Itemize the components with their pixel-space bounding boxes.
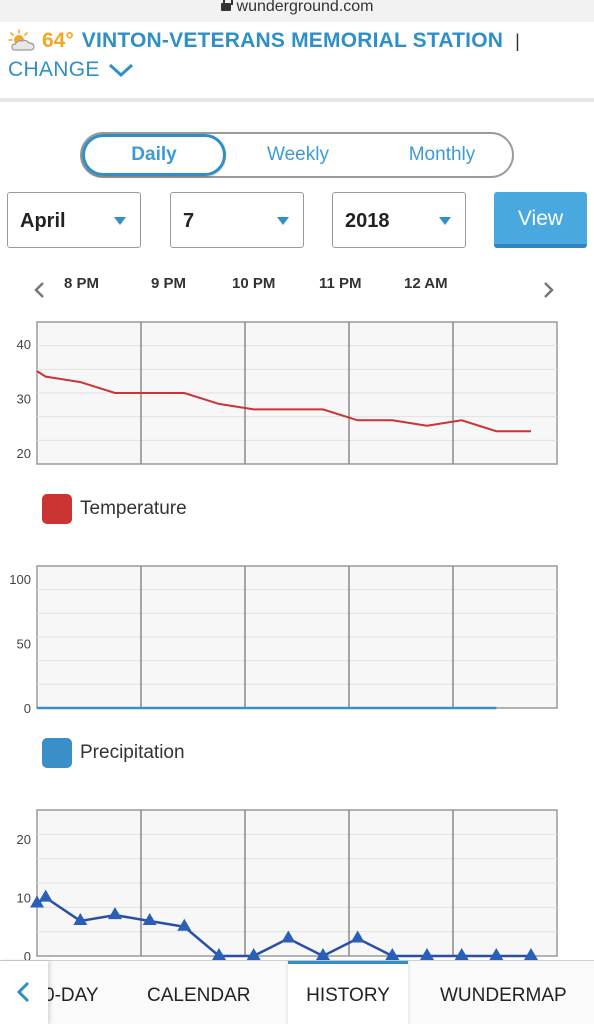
current-temperature: 64°	[42, 29, 74, 52]
chevron-left-icon[interactable]	[30, 278, 50, 302]
caret-down-icon	[277, 217, 289, 225]
chevron-right-icon[interactable]	[538, 278, 558, 302]
temperature-chart: 20 30 40	[17, 321, 558, 465]
time-label: 11 PM	[319, 275, 362, 292]
year-value: 2018	[345, 210, 390, 232]
wind-marker	[142, 912, 157, 925]
wind-marker	[38, 889, 53, 902]
wind-marker	[316, 948, 330, 960]
caret-down-icon	[114, 217, 126, 225]
station-header: 64° VINTON-VETERANS MEMORIAL STATION | C…	[0, 22, 594, 102]
tab-daily[interactable]: Daily	[82, 134, 226, 176]
y-tick-label: 20	[17, 446, 31, 461]
time-label: 10 PM	[232, 275, 276, 292]
y-tick-label: 0	[24, 701, 31, 714]
y-tick-label: 100	[9, 572, 31, 587]
y-tick-label: 30	[17, 391, 31, 406]
y-tick-label: 0	[24, 949, 31, 960]
precipitation-legend-swatch	[42, 738, 72, 768]
temperature-legend[interactable]: Temperature	[42, 494, 187, 524]
month-value: April	[20, 210, 66, 232]
y-tick-label: 20	[17, 832, 31, 847]
wind-marker	[108, 907, 122, 920]
nav-history[interactable]: HISTORY	[288, 961, 408, 1024]
time-label: 8 PM	[64, 275, 100, 292]
browser-url-bar[interactable]: wunderground.com	[0, 0, 594, 22]
nav-10-day[interactable]: 0-DAY	[44, 985, 99, 1006]
wind-marker	[350, 930, 365, 943]
wind-marker	[420, 948, 434, 960]
y-tick-label: 40	[17, 337, 31, 352]
period-segmented-control: Daily Weekly Monthly	[80, 132, 514, 178]
chevron-left-icon	[16, 981, 30, 1003]
wind-marker	[489, 948, 504, 960]
view-button[interactable]: View	[494, 192, 587, 248]
time-label: 9 PM	[151, 275, 187, 292]
temperature-legend-swatch	[42, 494, 72, 524]
station-title-row: 64° VINTON-VETERANS MEMORIAL STATION |	[8, 28, 520, 54]
wind-marker	[281, 930, 296, 943]
precipitation-chart: 0 50 100	[9, 565, 558, 714]
lock-icon	[220, 0, 233, 12]
wind-marker	[30, 895, 44, 908]
time-label: 12 AM	[404, 275, 448, 292]
wind-marker	[385, 948, 400, 960]
wind-marker	[246, 948, 261, 960]
temperature-legend-label: Temperature	[80, 498, 187, 519]
wind-marker	[73, 912, 88, 925]
browser-url: wunderground.com	[236, 0, 374, 15]
precipitation-legend[interactable]: Precipitation	[42, 738, 185, 768]
nav-calendar[interactable]: CALENDAR	[147, 985, 251, 1006]
nav-scroll-left-button[interactable]	[0, 961, 48, 1024]
chevron-down-icon	[108, 63, 133, 78]
bottom-nav: 0-DAY CALENDAR HISTORY WUNDERMAP	[0, 960, 594, 1024]
header-separator: |	[515, 30, 520, 51]
wind-marker	[454, 948, 469, 960]
station-name: VINTON-VETERANS MEMORIAL STATION	[81, 29, 504, 52]
tab-weekly[interactable]: Weekly	[267, 144, 329, 165]
change-label: CHANGE	[8, 58, 100, 81]
wind-marker	[212, 948, 226, 960]
y-tick-label: 50	[17, 636, 31, 651]
partly-cloudy-icon	[8, 29, 35, 51]
day-value: 7	[183, 210, 195, 232]
year-select[interactable]: 2018	[332, 192, 466, 248]
y-tick-label: 10	[17, 891, 31, 906]
wind-marker	[524, 948, 538, 960]
wind-chart: 0 10 20	[17, 809, 558, 960]
precipitation-legend-label: Precipitation	[80, 742, 185, 763]
change-station-button[interactable]: CHANGE	[8, 58, 134, 82]
nav-wundermap[interactable]: WUNDERMAP	[440, 985, 567, 1006]
tab-monthly[interactable]: Monthly	[408, 144, 476, 165]
wind-marker	[177, 918, 192, 931]
month-select[interactable]: April	[7, 192, 141, 248]
wind-line	[36, 896, 531, 958]
temperature-line	[36, 370, 531, 433]
caret-down-icon	[439, 217, 451, 225]
day-select[interactable]: 7	[170, 192, 304, 248]
